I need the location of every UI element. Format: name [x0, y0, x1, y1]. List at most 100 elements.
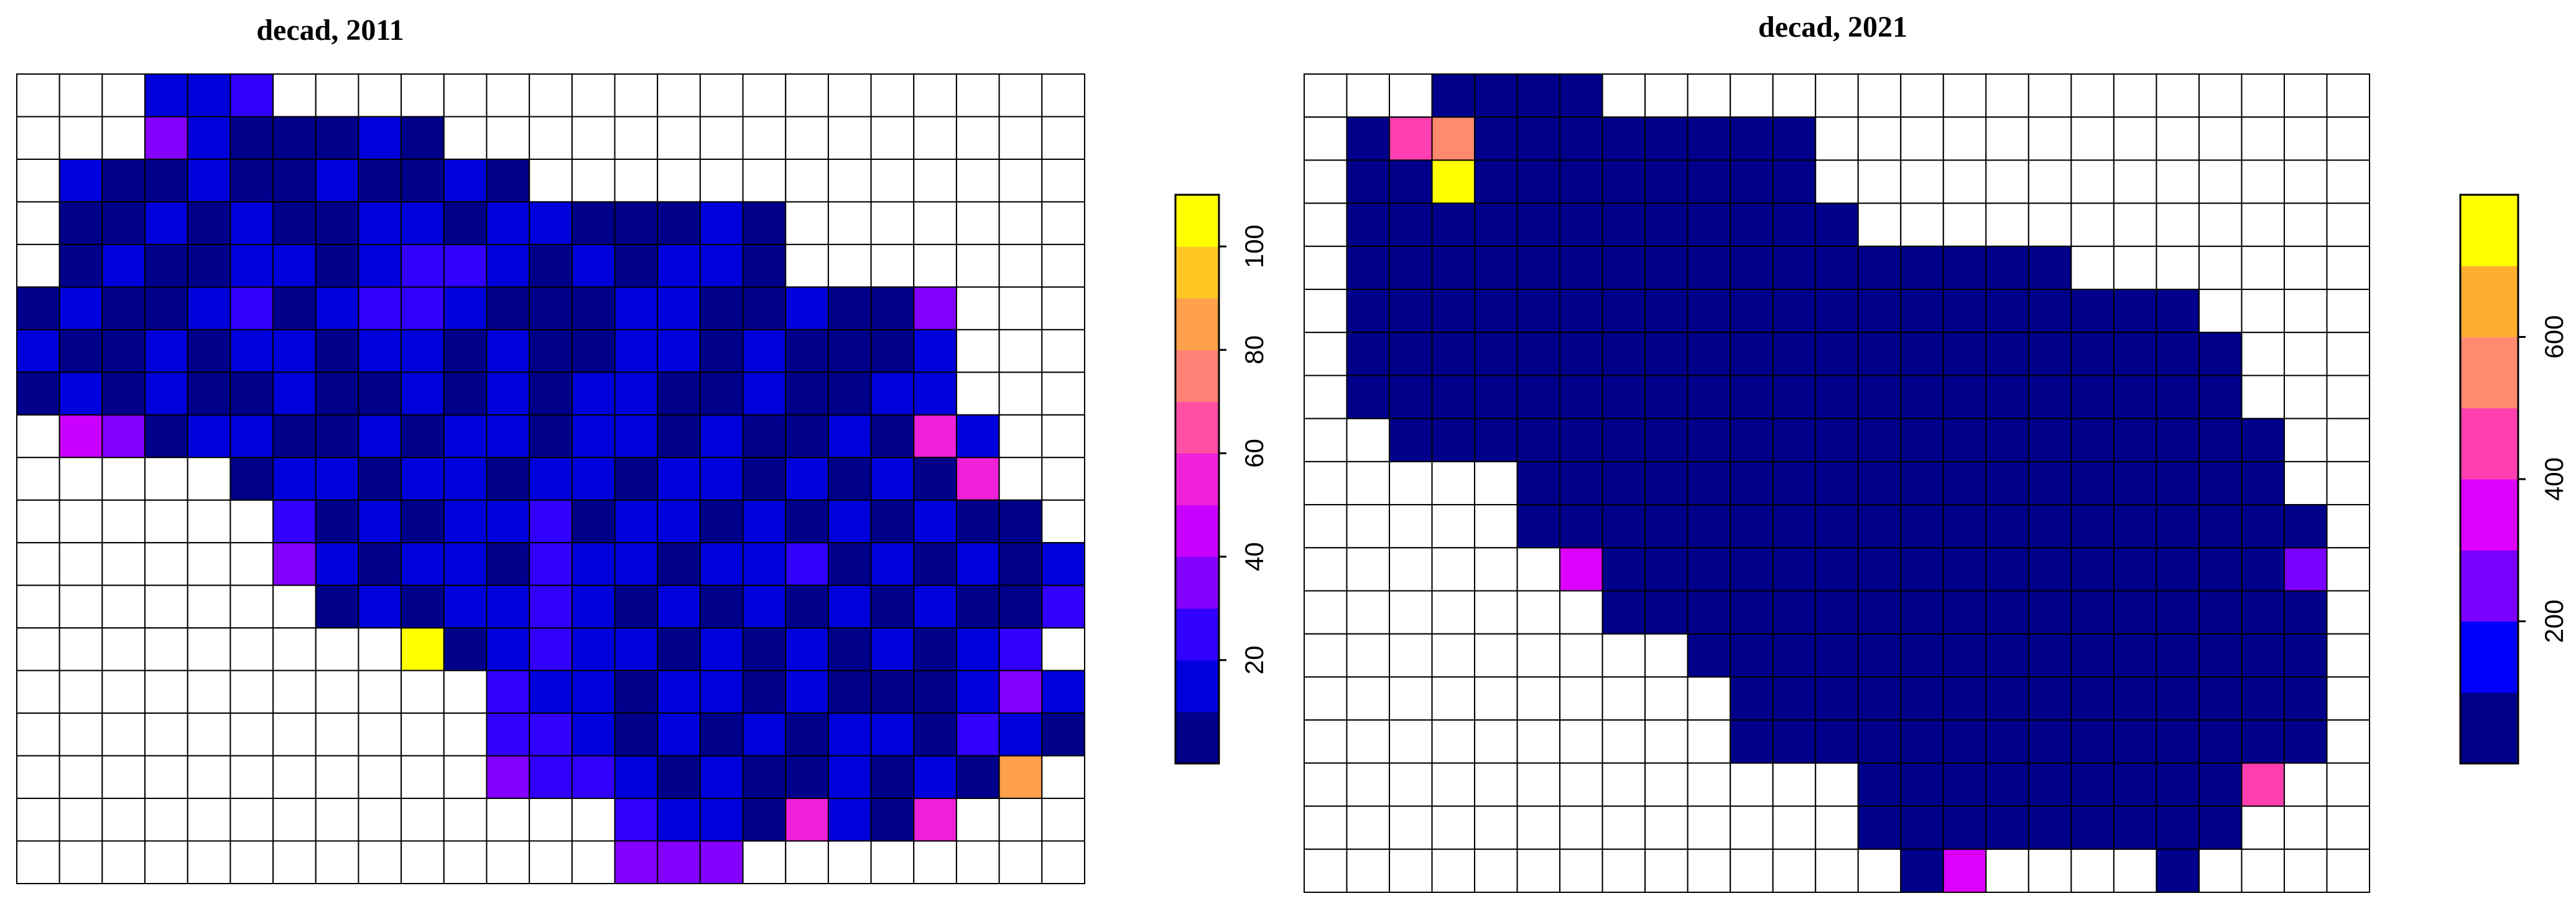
cell: [101, 414, 146, 459]
cell: [2070, 719, 2115, 764]
cell: [699, 243, 744, 288]
empty-cell: [101, 116, 146, 160]
cell: [657, 371, 701, 416]
cell: [955, 457, 1000, 501]
empty-cell: [1304, 762, 1348, 807]
cell: [315, 542, 359, 586]
cell: [1601, 590, 1646, 635]
empty-cell: [2283, 375, 2328, 419]
cell: [913, 755, 957, 800]
cell: [742, 627, 787, 671]
empty-cell: [1644, 676, 1689, 721]
empty-cell: [1389, 504, 1433, 549]
empty-cell: [1559, 805, 1603, 850]
cell: [315, 457, 359, 501]
empty-cell: [1644, 762, 1689, 807]
cell: [1644, 375, 1689, 419]
empty-cell: [1559, 590, 1603, 635]
empty-cell: [2198, 116, 2243, 161]
cell: [742, 457, 787, 501]
cell: [614, 414, 659, 459]
cell: [529, 243, 573, 288]
cell: [657, 286, 701, 330]
colorbar-band: [2460, 692, 2518, 764]
cell: [785, 499, 829, 544]
cell: [870, 712, 915, 757]
empty-cell: [443, 755, 488, 800]
cell: [443, 542, 488, 586]
cell: [272, 414, 317, 459]
empty-cell: [2198, 245, 2243, 291]
cell: [913, 798, 957, 842]
cell: [742, 798, 787, 842]
empty-cell: [2283, 332, 2328, 376]
chart-title: decad, 2021: [1758, 11, 1907, 44]
empty-cell: [1772, 73, 1817, 118]
empty-cell: [1815, 159, 1859, 204]
cell: [1857, 418, 1902, 462]
cell: [1772, 633, 1817, 678]
empty-cell: [742, 840, 787, 885]
empty-cell: [657, 158, 701, 203]
cell: [913, 371, 957, 416]
empty-cell: [1730, 805, 1774, 850]
empty-cell: [2326, 504, 2370, 549]
cell: [657, 584, 701, 629]
empty-cell: [229, 798, 274, 842]
cell: [1730, 547, 1774, 592]
cell: [2198, 719, 2243, 764]
empty-cell: [1601, 633, 1646, 678]
cell: [2070, 676, 2115, 721]
cell: [1730, 460, 1774, 506]
empty-cell: [2156, 159, 2200, 204]
empty-cell: [1431, 590, 1476, 635]
cell: [742, 584, 787, 629]
cell: [614, 286, 659, 330]
cell: [272, 499, 317, 544]
cell: [1559, 116, 1603, 161]
cell: [1346, 245, 1391, 291]
cell: [401, 158, 445, 203]
empty-cell: [187, 755, 231, 800]
empty-cell: [2326, 547, 2370, 592]
empty-cell: [16, 414, 60, 459]
empty-cell: [699, 116, 744, 160]
empty-cell: [1304, 116, 1348, 161]
empty-cell: [1431, 460, 1476, 506]
cell: [699, 798, 744, 842]
cell: [1857, 590, 1902, 635]
empty-cell: [2027, 73, 2072, 118]
cell: [187, 158, 231, 203]
empty-cell: [401, 840, 445, 885]
empty-cell: [2326, 719, 2370, 764]
cell: [2027, 460, 2072, 506]
empty-cell: [1346, 418, 1391, 462]
tick-label: 80: [1239, 335, 1269, 365]
cell: [58, 371, 103, 416]
cell: [699, 670, 744, 714]
cell: [657, 755, 701, 800]
cell: [272, 329, 317, 373]
cell: [229, 158, 274, 203]
cell: [955, 584, 1000, 629]
cell: [1559, 547, 1603, 592]
cell: [657, 499, 701, 544]
empty-cell: [1389, 460, 1433, 506]
cell: [1815, 590, 1859, 635]
empty-cell: [1304, 289, 1348, 334]
cell: [2156, 719, 2200, 764]
empty-cell: [785, 201, 829, 245]
empty-cell: [1304, 202, 1348, 247]
empty-cell: [358, 840, 402, 885]
cell: [1516, 504, 1561, 549]
empty-cell: [1304, 719, 1348, 764]
tick-label: 60: [1239, 439, 1269, 468]
empty-cell: [16, 73, 60, 118]
cell: [870, 670, 915, 714]
empty-cell: [1474, 633, 1518, 678]
empty-cell: [1516, 676, 1561, 721]
cell: [443, 286, 488, 330]
cell: [2113, 633, 2157, 678]
cell: [1601, 245, 1646, 291]
cell: [1601, 159, 1646, 204]
